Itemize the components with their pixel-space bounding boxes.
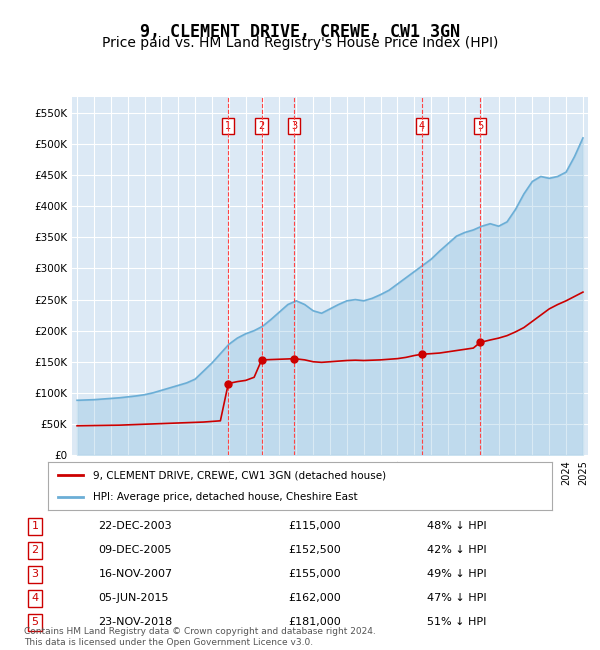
Text: 48% ↓ HPI: 48% ↓ HPI [427,521,487,531]
Text: Price paid vs. HM Land Registry's House Price Index (HPI): Price paid vs. HM Land Registry's House … [102,36,498,50]
Text: 5: 5 [32,618,38,627]
Text: £152,500: £152,500 [289,545,341,555]
Text: 2: 2 [259,121,265,131]
Text: £115,000: £115,000 [289,521,341,531]
Text: £155,000: £155,000 [289,569,341,579]
Text: Contains HM Land Registry data © Crown copyright and database right 2024.
This d: Contains HM Land Registry data © Crown c… [24,627,376,647]
Text: 09-DEC-2005: 09-DEC-2005 [98,545,172,555]
Text: £162,000: £162,000 [289,593,341,603]
Text: 9, CLEMENT DRIVE, CREWE, CW1 3GN: 9, CLEMENT DRIVE, CREWE, CW1 3GN [140,23,460,41]
Text: 49% ↓ HPI: 49% ↓ HPI [427,569,487,579]
Text: HPI: Average price, detached house, Cheshire East: HPI: Average price, detached house, Ches… [94,491,358,502]
Text: 51% ↓ HPI: 51% ↓ HPI [427,618,486,627]
Text: 42% ↓ HPI: 42% ↓ HPI [427,545,487,555]
Text: 1: 1 [32,521,38,531]
Text: 22-DEC-2003: 22-DEC-2003 [98,521,172,531]
Text: 05-JUN-2015: 05-JUN-2015 [98,593,169,603]
Text: 4: 4 [31,593,38,603]
Text: £181,000: £181,000 [289,618,341,627]
Text: 1: 1 [225,121,232,131]
Text: 4: 4 [419,121,425,131]
Text: 16-NOV-2007: 16-NOV-2007 [98,569,173,579]
Text: 3: 3 [291,121,298,131]
Text: 5: 5 [477,121,483,131]
Text: 3: 3 [32,569,38,579]
Text: 23-NOV-2018: 23-NOV-2018 [98,618,173,627]
Text: 2: 2 [31,545,38,555]
Text: 9, CLEMENT DRIVE, CREWE, CW1 3GN (detached house): 9, CLEMENT DRIVE, CREWE, CW1 3GN (detach… [94,470,386,480]
Text: 47% ↓ HPI: 47% ↓ HPI [427,593,487,603]
